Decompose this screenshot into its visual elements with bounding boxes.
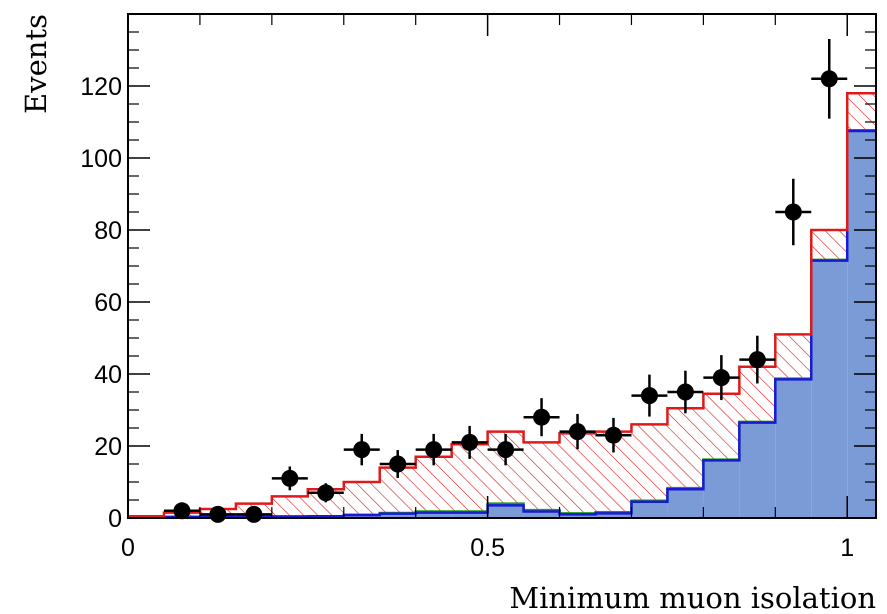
blue-bin: [451, 512, 488, 518]
blue-bin: [703, 460, 740, 518]
y-tick-label: 40: [94, 361, 122, 389]
hatched-bin: [811, 230, 848, 261]
x-tick-label: 1: [840, 534, 854, 562]
total-series-line: [128, 91, 876, 518]
data-point: [712, 369, 730, 387]
hatched-bin: [415, 456, 452, 513]
blue-bin: [379, 513, 416, 518]
blue-bin: [847, 131, 876, 518]
y-tick-label: 0: [108, 505, 122, 533]
data-point: [353, 441, 371, 459]
blue-bin: [487, 505, 524, 518]
data-point: [389, 455, 407, 473]
hatched-bin: [631, 424, 668, 502]
blue-bin: [559, 514, 596, 518]
blue-bin: [595, 513, 632, 518]
blue-bin: [523, 511, 560, 518]
hatched-bin: [847, 93, 876, 131]
y-tick-label: 120: [80, 73, 122, 101]
blue-bin: [667, 489, 704, 518]
hatched-bin: [523, 442, 560, 512]
x-tick-label: 0.5: [470, 534, 505, 562]
blue-bin: [739, 422, 776, 518]
data-point: [533, 408, 551, 426]
blue-series-line: [128, 129, 876, 519]
hatched-bin: [271, 496, 308, 517]
data-point: [784, 203, 802, 221]
y-tick-label: 80: [94, 217, 122, 245]
data-point: [245, 505, 263, 523]
y-axis-title: Events: [19, 14, 53, 114]
data-point: [425, 441, 443, 459]
data-points: [163, 39, 848, 523]
data-point: [173, 502, 191, 520]
data-point: [209, 505, 227, 523]
data-point: [317, 484, 335, 502]
blue-bin: [631, 501, 668, 518]
blue-bin: [775, 379, 812, 518]
plot-area: [128, 91, 876, 519]
y-tick-label: 60: [94, 289, 122, 317]
data-point: [497, 441, 515, 459]
blue-bin: [343, 515, 380, 518]
data-point: [281, 469, 299, 487]
data-point: [748, 351, 766, 369]
hatched-bin: [343, 482, 380, 516]
data-point: [569, 423, 587, 441]
data-point: [461, 433, 479, 451]
data-point: [820, 70, 838, 88]
y-tick-label: 20: [94, 433, 122, 461]
y-tick-label: 100: [80, 145, 122, 173]
blue-bin: [811, 260, 848, 518]
data-point: [676, 383, 694, 401]
hatched-bin: [703, 393, 740, 461]
axes: 0 20 40 60 80 100 120 0 0.5 1: [80, 13, 877, 562]
x-axis-title: Minimum muon isolation: [509, 581, 876, 614]
hatched-bin: [667, 408, 704, 490]
blue-bin: [415, 512, 452, 518]
hatched-bin: [775, 334, 812, 380]
data-point: [640, 387, 658, 405]
data-point: [604, 426, 622, 444]
x-tick-label: 0: [121, 534, 135, 562]
